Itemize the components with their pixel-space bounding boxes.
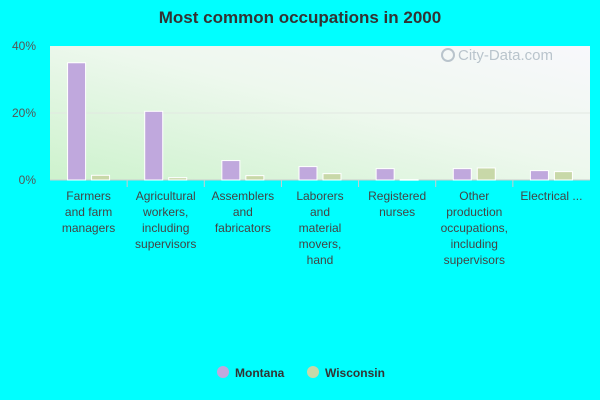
legend-swatch-wisconsin bbox=[307, 366, 319, 378]
y-tick-label: 0% bbox=[19, 173, 37, 187]
bar-wisconsin bbox=[322, 173, 342, 181]
x-category-label: Agricultural workers, including supervisors bbox=[135, 189, 196, 251]
bar-montana bbox=[375, 168, 395, 181]
watermark: City-Data.com bbox=[441, 47, 553, 64]
bar-wisconsin bbox=[91, 174, 111, 181]
bar-wisconsin bbox=[245, 175, 265, 181]
x-category-label: Assemblers and fabricators bbox=[212, 189, 275, 235]
legend-swatch-montana bbox=[217, 366, 229, 378]
bar-montana bbox=[221, 160, 241, 181]
watermark-icon bbox=[441, 48, 455, 62]
bar-montana bbox=[144, 110, 164, 181]
chart-title: Most common occupations in 2000 bbox=[158, 8, 442, 27]
x-category-label: Farmers and farm managers bbox=[62, 189, 115, 235]
y-tick-label: 40% bbox=[12, 39, 36, 53]
bar-montana bbox=[452, 168, 472, 181]
x-category-label: Registered nurses bbox=[368, 189, 426, 219]
legend-label-wisconsin: Wisconsin bbox=[325, 366, 385, 380]
y-tick-label: 20% bbox=[12, 106, 36, 120]
x-category-label: Electrical ... bbox=[520, 189, 582, 203]
bar-montana bbox=[67, 62, 87, 181]
bar-montana bbox=[529, 170, 549, 181]
bar-wisconsin bbox=[399, 179, 419, 181]
legend-label-montana: Montana bbox=[235, 366, 285, 380]
x-category-label: Other production occupations, including supe… bbox=[441, 189, 508, 267]
x-category-label: Laborers and material movers, hand bbox=[296, 189, 343, 267]
bar-montana bbox=[298, 166, 318, 181]
bar-wisconsin bbox=[553, 171, 573, 181]
bar-wisconsin bbox=[168, 177, 188, 181]
watermark-text: City-Data.com bbox=[458, 47, 553, 64]
bar-wisconsin bbox=[476, 167, 496, 181]
